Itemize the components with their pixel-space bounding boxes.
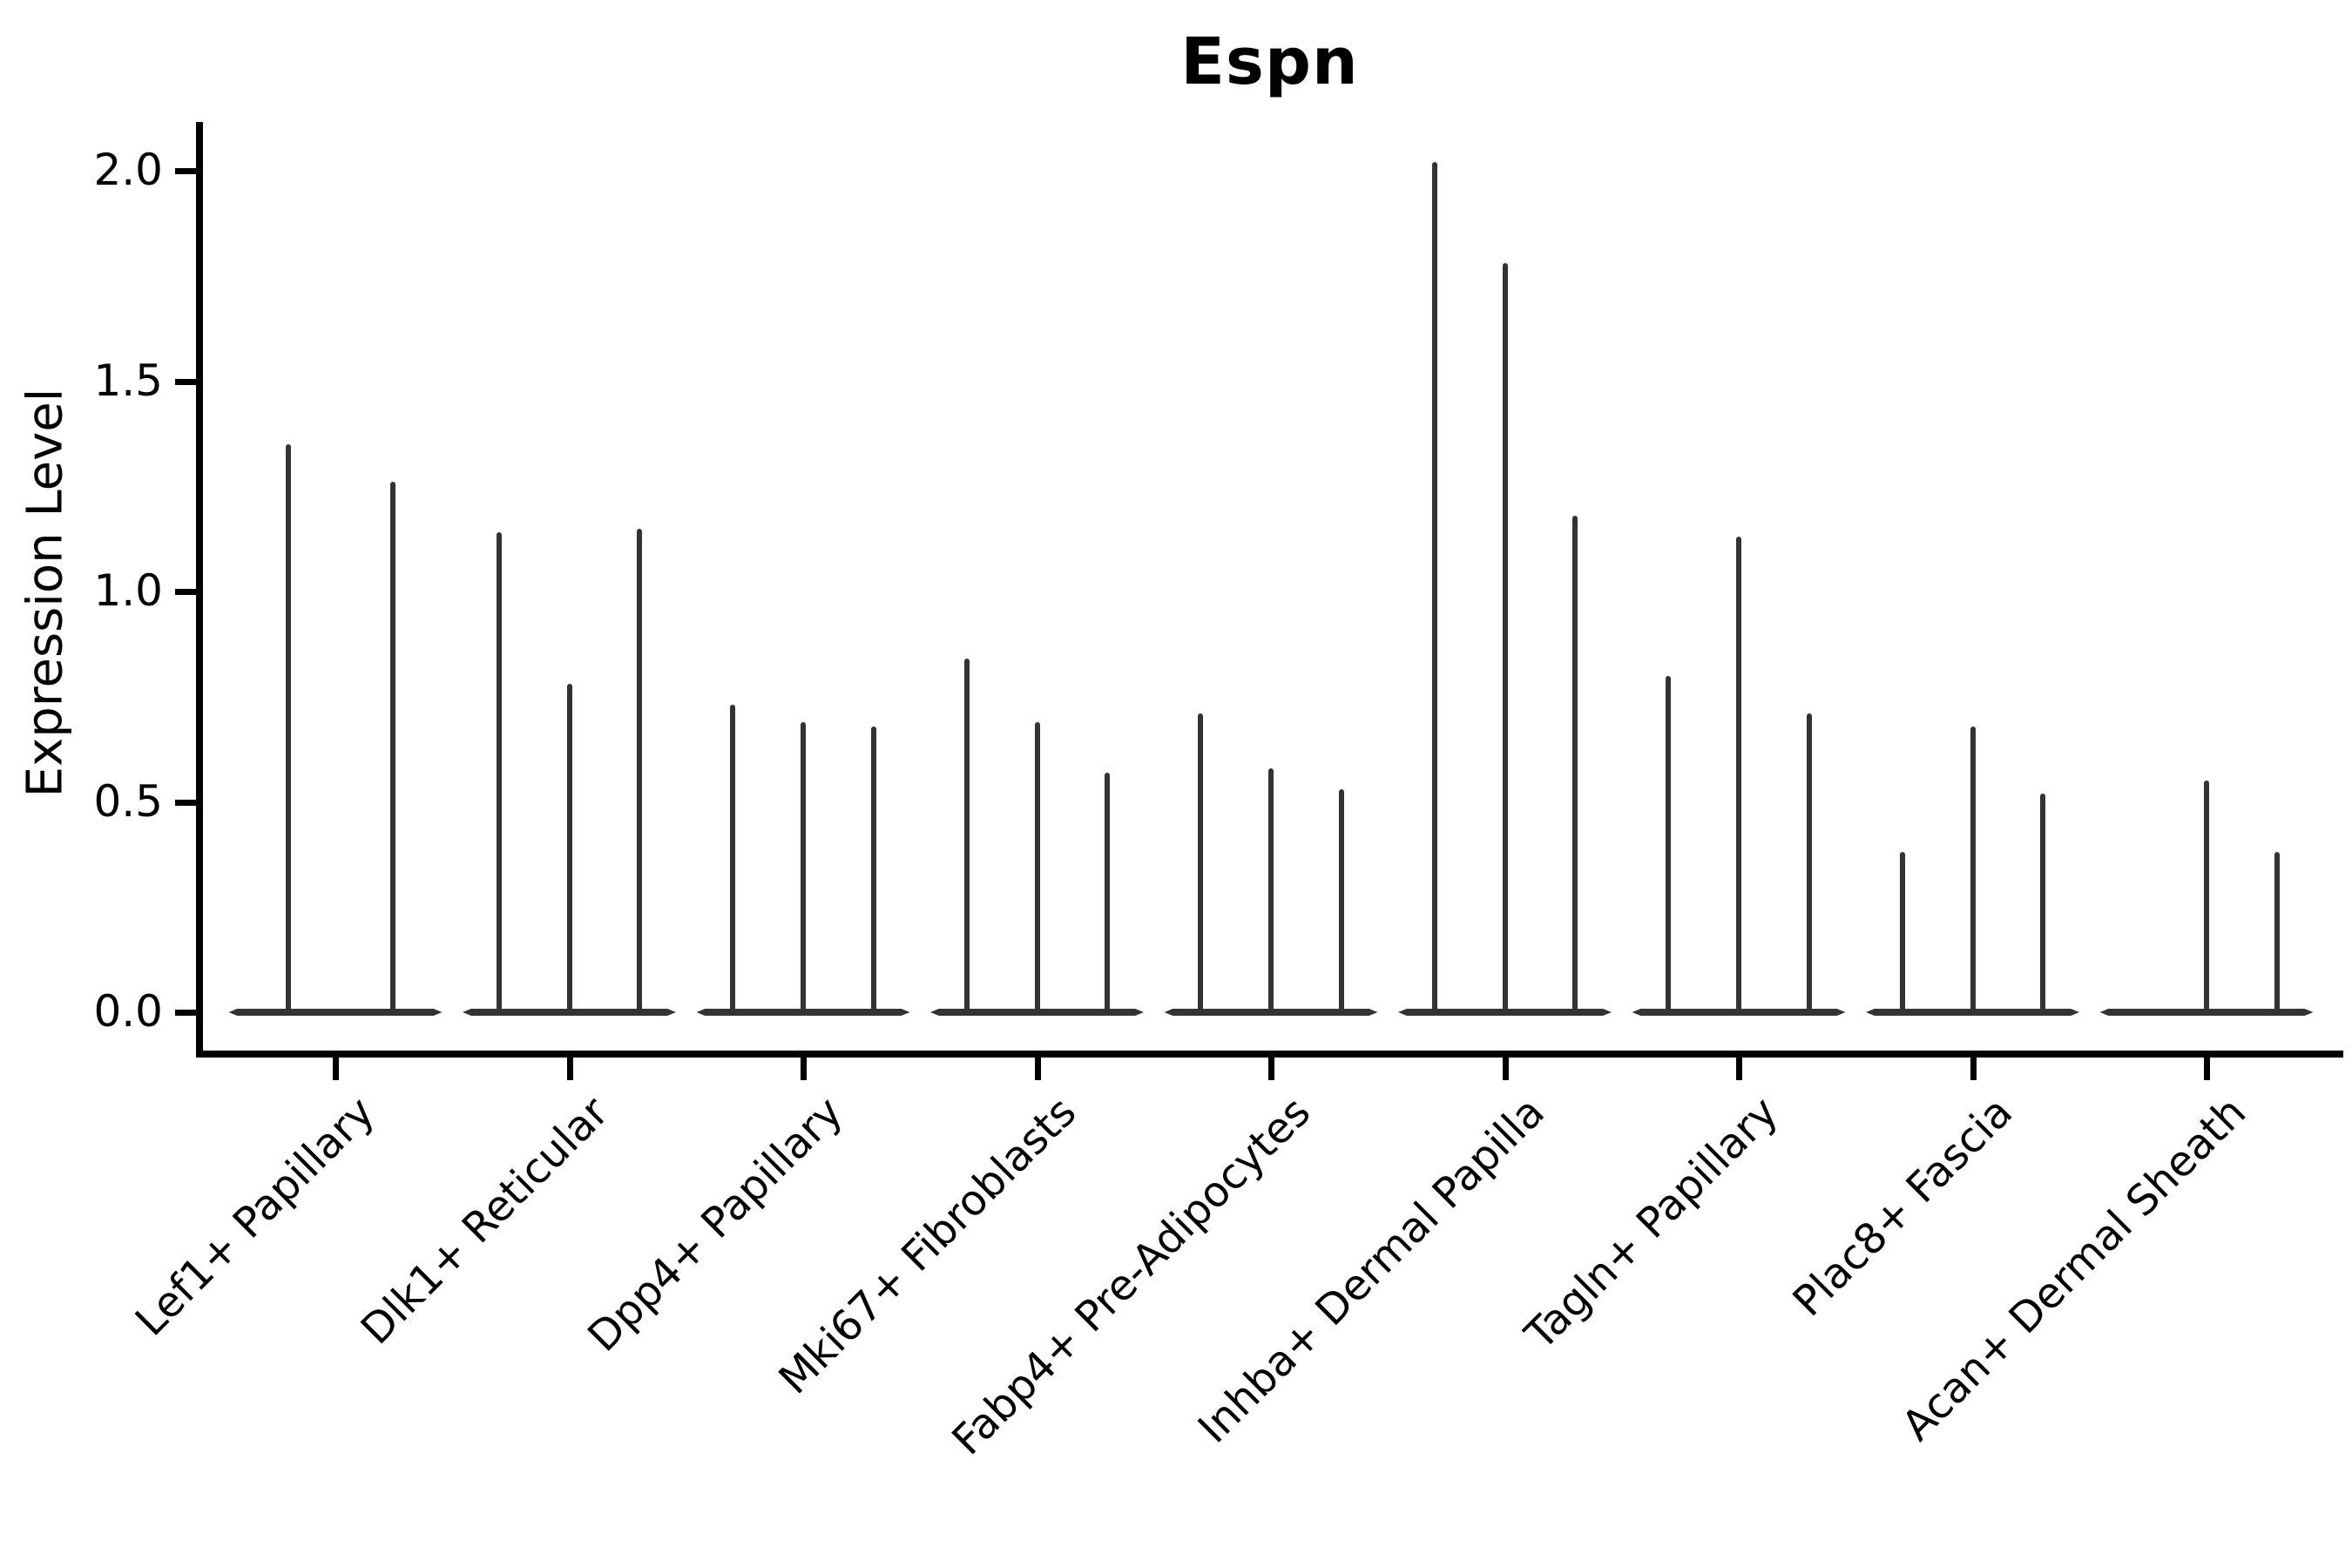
x-tick-mark — [801, 1058, 807, 1080]
violin-spike — [496, 532, 502, 1012]
violin-spike — [1736, 537, 1741, 1012]
violin-spike — [286, 443, 292, 1012]
x-axis-spine — [196, 1051, 2343, 1058]
violin-baseline — [1866, 1009, 2079, 1016]
y-tick-label: 0.5 — [93, 775, 163, 827]
violin-spike — [1268, 767, 1274, 1012]
violin-spike — [1338, 789, 1344, 1012]
violin-spike — [390, 482, 396, 1012]
x-tick-mark — [1502, 1058, 1509, 1080]
violin-baseline — [696, 1009, 910, 1016]
x-tick-mark — [1034, 1058, 1041, 1080]
violin-spike — [566, 684, 572, 1012]
violin-spike — [1431, 162, 1437, 1012]
violin-spike — [2040, 793, 2046, 1012]
chart-title: Espn — [1180, 24, 1359, 99]
violin-spike — [1105, 772, 1111, 1012]
x-tick-mark — [2204, 1058, 2210, 1080]
y-tick-label: 2.0 — [93, 145, 163, 195]
violin-baseline — [1632, 1009, 1846, 1016]
violin-baseline — [463, 1009, 676, 1016]
x-tick-mark — [333, 1058, 339, 1080]
x-tick-label: Dpp4+ Papillary — [578, 1087, 853, 1362]
violin-spike — [1806, 713, 1812, 1012]
y-axis-spine — [196, 122, 203, 1058]
violin-spike — [1502, 263, 1508, 1012]
violin-spike — [730, 705, 736, 1012]
violin-baseline — [1398, 1009, 1612, 1016]
y-tick-mark — [175, 589, 196, 595]
y-tick-label: 0.0 — [93, 986, 163, 1037]
violin-spike — [2204, 781, 2209, 1012]
violin-spike — [1970, 726, 1976, 1012]
violin-spike — [870, 726, 876, 1012]
y-tick-label: 1.5 — [93, 355, 163, 406]
violin-spike — [963, 659, 970, 1012]
violin-baseline — [2099, 1009, 2314, 1016]
violin-baseline — [228, 1009, 443, 1016]
x-tick-label: Tagln+ Papillary — [1516, 1087, 1788, 1360]
x-tick-label: Plac8+ Fascia — [1783, 1087, 2022, 1327]
y-tick-mark — [175, 799, 196, 806]
violin-spike — [1666, 675, 1672, 1012]
y-tick-mark — [175, 168, 196, 174]
x-tick-mark — [1268, 1058, 1274, 1080]
x-tick-mark — [1736, 1058, 1742, 1080]
violin-spike — [2274, 852, 2280, 1012]
violin-spike — [1899, 852, 1905, 1012]
violin-spike — [637, 528, 643, 1012]
violin-spike — [1198, 713, 1204, 1012]
violin-spike — [1034, 721, 1040, 1012]
violin-baseline — [1164, 1009, 1378, 1016]
y-tick-label: 1.0 — [93, 565, 163, 616]
y-tick-mark — [175, 1010, 196, 1016]
violin-spike — [1572, 516, 1578, 1012]
x-tick-label: Dlk1+ Reticular — [352, 1087, 618, 1355]
x-tick-mark — [566, 1058, 573, 1080]
x-tick-mark — [1970, 1058, 1977, 1080]
violin-spike — [801, 721, 806, 1012]
x-tick-label: Lef1+ Papillary — [126, 1087, 385, 1346]
violin-baseline — [930, 1009, 1144, 1016]
y-tick-mark — [175, 378, 196, 385]
